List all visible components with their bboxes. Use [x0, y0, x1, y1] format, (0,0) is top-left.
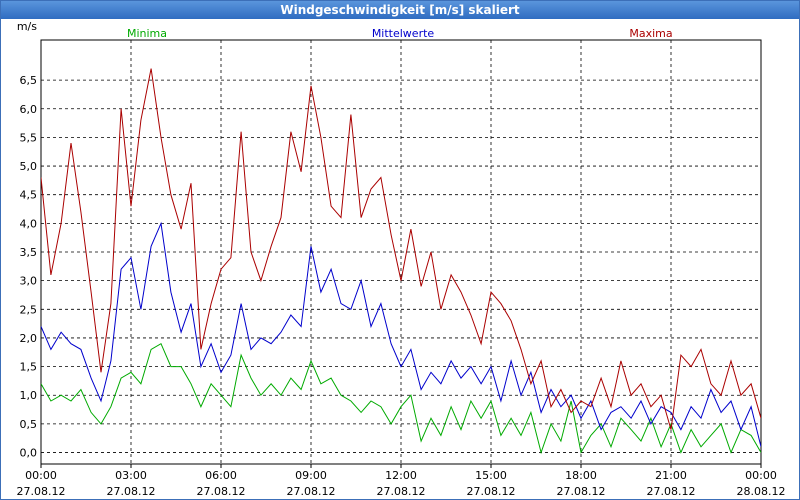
x-tick-date: 27.08.12	[467, 485, 516, 498]
y-tick-label: 0,0	[20, 447, 38, 460]
x-tick-time: 00:00	[745, 469, 777, 482]
x-tick-date: 27.08.12	[647, 485, 696, 498]
x-tick-date: 27.08.12	[287, 485, 336, 498]
x-tick-time: 00:00	[25, 469, 57, 482]
y-tick-label: 2,5	[20, 303, 38, 316]
series-line-minima	[41, 342, 761, 455]
y-tick-label: 4,5	[20, 189, 38, 202]
chart-title: Windgeschwindigkeit [m/s] skaliert	[1, 1, 799, 19]
y-tick-label: 3,0	[20, 275, 38, 288]
y-tick-label: 3,5	[20, 246, 38, 259]
legend-minima: Minima	[127, 27, 167, 40]
y-axis-label: m/s	[17, 20, 37, 33]
x-tick-date: 28.08.12	[737, 485, 786, 498]
x-tick-time: 15:00	[475, 469, 507, 482]
x-tick-time: 06:00	[205, 469, 237, 482]
x-tick-time: 03:00	[115, 469, 147, 482]
x-tick-date: 27.08.12	[17, 485, 66, 498]
y-tick-label: 0,5	[20, 418, 38, 431]
x-tick-date: 27.08.12	[377, 485, 426, 498]
y-tick-label: 5,0	[20, 160, 38, 173]
legend-maxima: Maxima	[629, 27, 672, 40]
x-tick-date: 27.08.12	[107, 485, 156, 498]
legend-mittelwerte: Mittelwerte	[372, 27, 435, 40]
wind-speed-chart: 0,0 0,5 1,0 1,5 2,0 2,5 3,0 3,5 4,0 4,5 5,0 5,5 6,0 6…	[17, 20, 786, 498]
y-tick-label: 5,5	[20, 131, 38, 144]
x-tick-time: 21:00	[655, 469, 687, 482]
y-tick-label: 6,5	[20, 74, 38, 87]
y-tick-label: 1,5	[20, 361, 38, 374]
y-tick-label: 2,0	[20, 332, 38, 345]
y-tick-label: 4,0	[20, 217, 38, 230]
x-tick-date: 27.08.12	[557, 485, 606, 498]
y-tick-label: 1,0	[20, 389, 38, 402]
x-tick-time: 09:00	[295, 469, 327, 482]
y-tick-label: 6,0	[20, 103, 38, 116]
series-line-maxima	[41, 68, 761, 430]
series-line-mittelwerte	[41, 221, 761, 447]
x-tick-time: 12:00	[385, 469, 417, 482]
x-tick-date: 27.08.12	[197, 485, 246, 498]
x-tick-time: 18:00	[565, 469, 597, 482]
